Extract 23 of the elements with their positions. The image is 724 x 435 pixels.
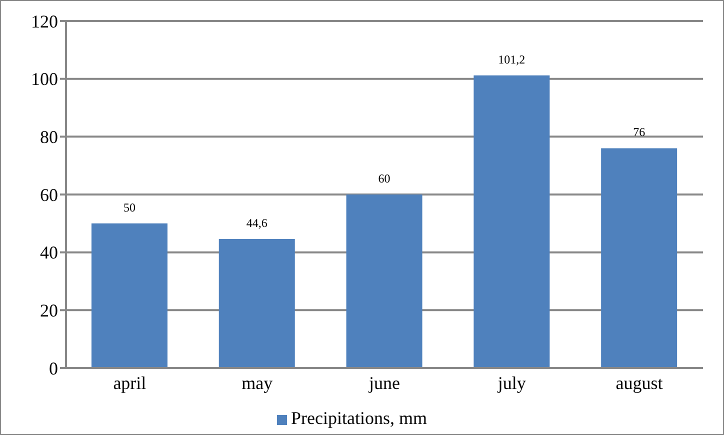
x-tick-label: august <box>616 372 663 393</box>
data-label: 101,2 <box>498 52 526 66</box>
y-tick-label: 100 <box>31 69 58 90</box>
bar <box>91 223 168 368</box>
x-tick-label: april <box>113 372 146 393</box>
bar <box>218 239 295 368</box>
data-label: 50 <box>123 200 136 214</box>
data-label: 44,6 <box>246 216 268 230</box>
bar <box>474 75 550 368</box>
x-tick-label: may <box>242 372 273 393</box>
y-tick-label: 60 <box>40 184 58 205</box>
y-tick-label: 40 <box>40 242 58 263</box>
y-tick-label: 120 <box>31 11 58 32</box>
x-tick-label: june <box>368 372 400 393</box>
x-tick-label: july <box>496 372 526 393</box>
data-label: 76 <box>633 125 646 140</box>
y-tick-label: 80 <box>40 127 58 148</box>
y-tick-label: 0 <box>49 358 58 378</box>
bar <box>346 194 422 368</box>
bar <box>601 148 678 368</box>
data-label: 60 <box>378 172 390 186</box>
legend-label: Precipitations, mm <box>291 408 427 428</box>
y-tick-label: 20 <box>40 300 58 321</box>
